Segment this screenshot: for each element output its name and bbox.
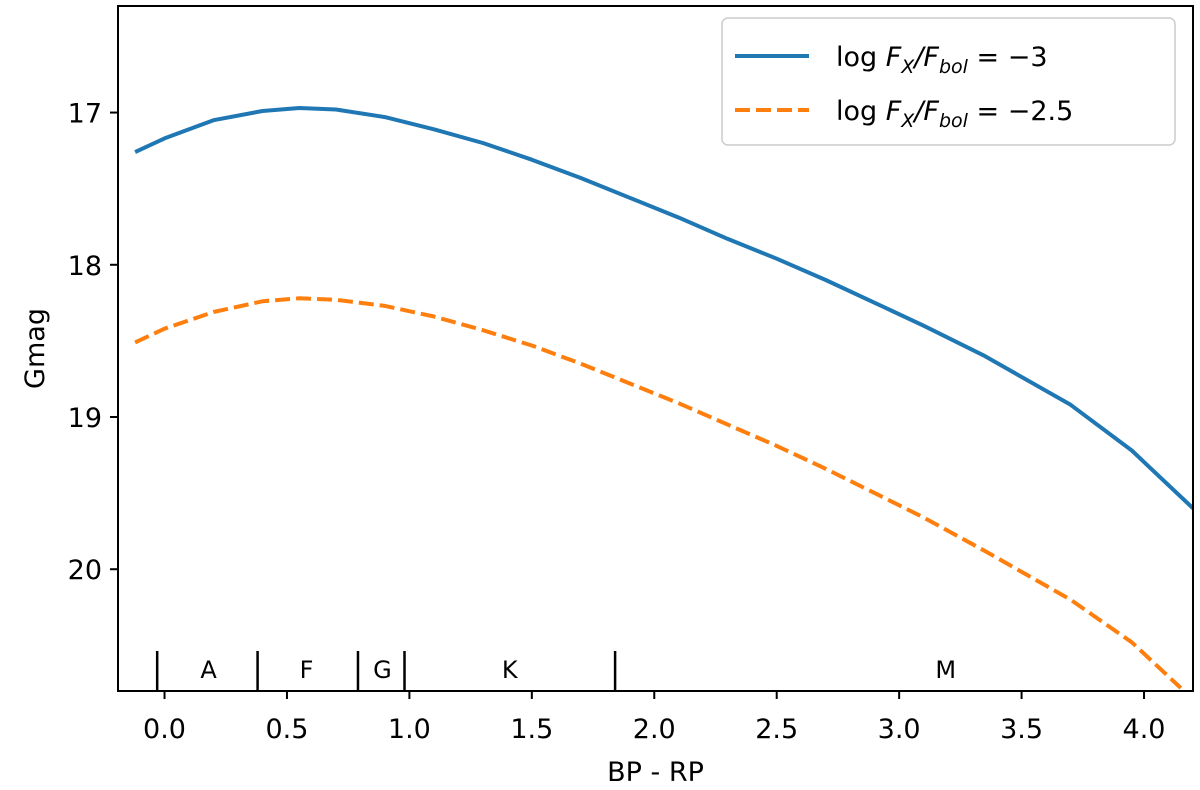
legend: log FX/Fbol = −3 log FX/Fbol = −2.5 [721, 17, 1176, 146]
spectral-class-label: K [502, 656, 519, 684]
y-tick-label: 20 [68, 555, 102, 586]
y-tick-label: 17 [68, 99, 102, 130]
legend-entry: log FX/Fbol = −2.5 [836, 96, 1073, 132]
spectral-class-label: A [200, 656, 217, 684]
legend-entry: log FX/Fbol = −3 [836, 42, 1048, 78]
y-tick-label: 18 [68, 251, 102, 282]
legend-box [721, 17, 1176, 146]
spectral-class-label: G [373, 656, 392, 684]
spectral-class-label: F [300, 656, 314, 684]
y-axis-ticks: 17 18 19 20 [68, 99, 118, 586]
axes-frame [117, 5, 1194, 692]
x-tick-label: 1.5 [510, 714, 553, 745]
x-tick-label: 1.0 [388, 714, 431, 745]
y-tick-label: 19 [68, 403, 102, 434]
y-axis-label: Gmag [20, 308, 51, 389]
x-tick-label: 2.5 [755, 714, 798, 745]
x-tick-label: 2.0 [633, 714, 676, 745]
x-axis-label: BP - RP [607, 757, 704, 788]
x-tick-label: 0.5 [265, 714, 308, 745]
x-tick-label: 0.0 [143, 714, 186, 745]
x-tick-label: 3.0 [878, 714, 921, 745]
series-line-2 [134, 296, 1183, 690]
x-tick-label: 3.5 [1000, 714, 1043, 745]
series-line-1 [134, 106, 1193, 510]
x-axis-ticks: 0.0 0.5 1.0 1.5 2.0 2.5 3.0 3.5 4.0 [143, 691, 1166, 745]
x-tick-label: 4.0 [1123, 714, 1166, 745]
spectral-class-label: M [935, 656, 956, 684]
